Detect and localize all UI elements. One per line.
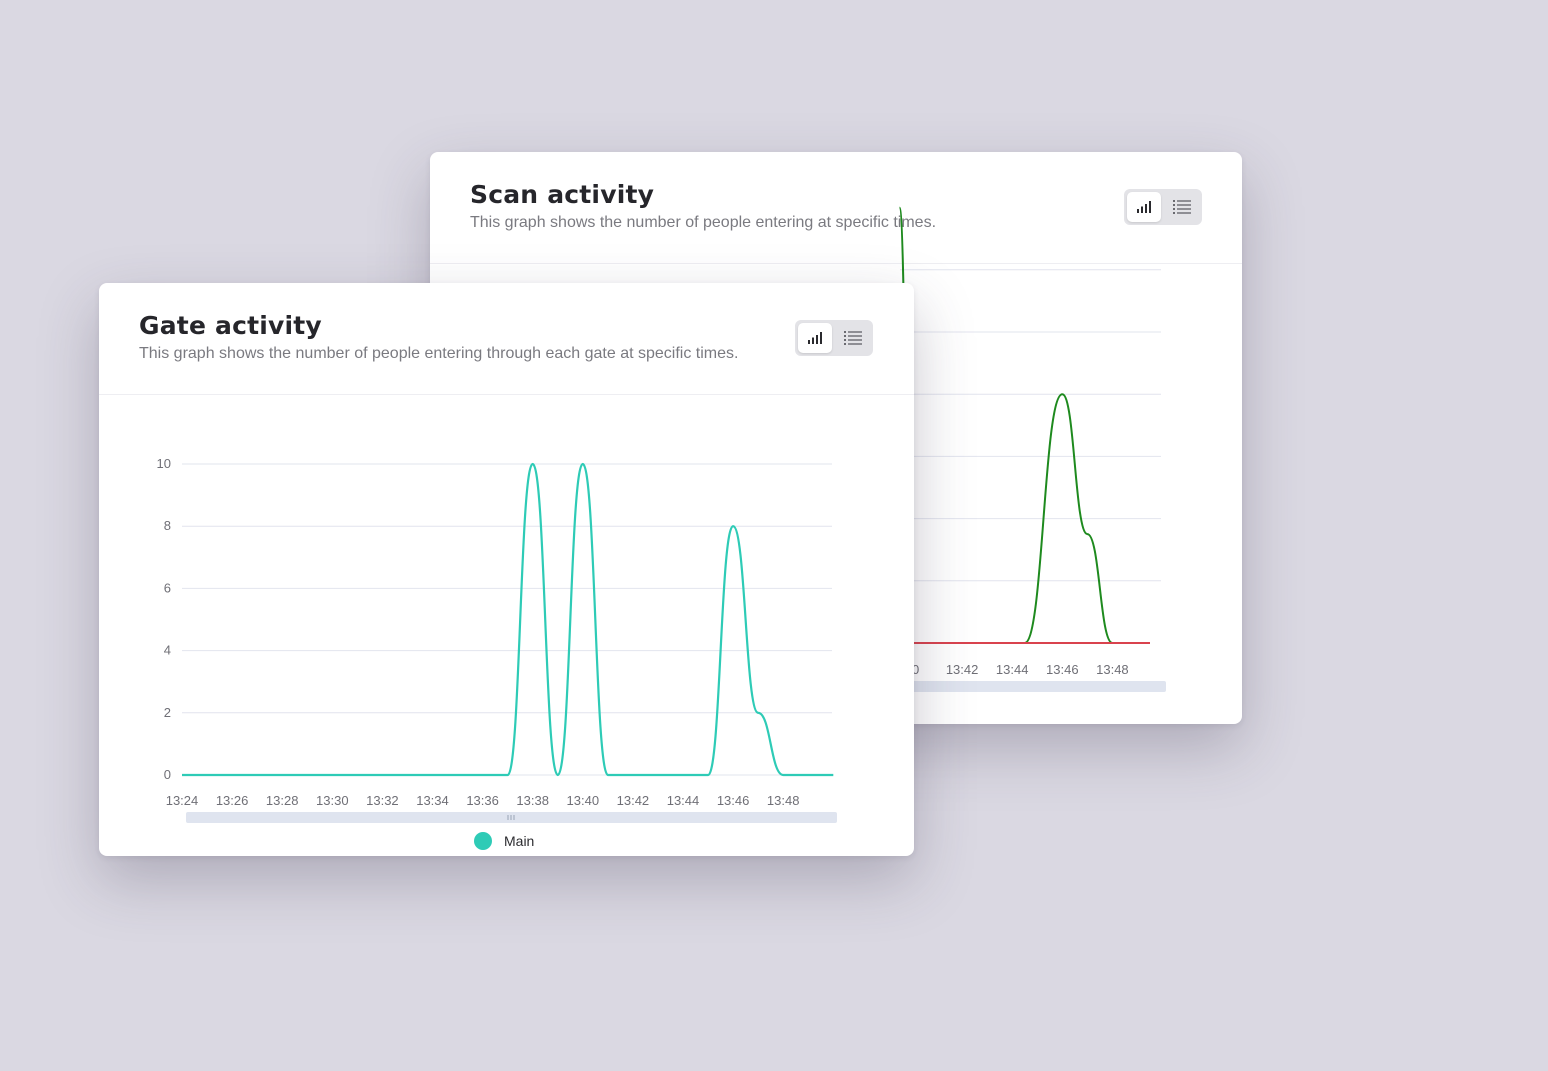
scan-chart-view-button[interactable] — [1127, 192, 1161, 222]
x-tick-label: 13:38 — [516, 793, 549, 808]
x-tick-label: 13:48 — [767, 793, 800, 808]
y-tick-label: 0 — [164, 767, 171, 782]
series-line-0 — [898, 206, 1138, 644]
x-tick-label: 13:46 — [717, 793, 750, 808]
y-tick-label: 2 — [164, 705, 171, 720]
gate-view-toggle — [795, 320, 873, 356]
gate-card-title: Gate activity — [139, 311, 322, 340]
gate-activity-card: Gate activity This graph shows the numbe… — [99, 283, 914, 856]
x-tick-label: 13:44 — [996, 662, 1029, 677]
x-tick-label: 13:28 — [266, 793, 299, 808]
x-tick-label: 13:34 — [416, 793, 449, 808]
y-tick-label: 10 — [157, 456, 171, 471]
scan-card-title: Scan activity — [470, 180, 655, 209]
legend-swatch — [474, 832, 492, 850]
x-tick-label: 13:30 — [316, 793, 349, 808]
x-tick-label: 13:42 — [617, 793, 650, 808]
gate-chart-view-button[interactable] — [798, 323, 832, 353]
y-tick-label: 4 — [164, 643, 171, 658]
scan-view-toggle — [1124, 189, 1202, 225]
legend-item-main[interactable]: Main — [474, 832, 534, 850]
x-tick-label: 13:40 — [567, 793, 600, 808]
x-tick-label: 13:32 — [366, 793, 399, 808]
y-tick-label: 8 — [164, 518, 171, 533]
bar-chart-icon — [808, 332, 822, 344]
y-tick-label: 6 — [164, 580, 171, 595]
zoom-slider-track — [900, 681, 1166, 692]
list-icon — [1173, 200, 1191, 214]
scan-list-view-button[interactable] — [1165, 192, 1199, 222]
x-tick-label: 13:44 — [667, 793, 700, 808]
gate-card-subtitle: This graph shows the number of people en… — [139, 345, 739, 362]
scan-card-divider — [430, 263, 1242, 264]
x-tick-label: 13:46 — [1046, 662, 1079, 677]
gate-card-divider — [99, 394, 914, 395]
scan-card-subtitle: This graph shows the number of people en… — [470, 214, 937, 231]
gate-activity-chart: 0 2 4 6 8 10 13:24 13:26 13:28 13:30 13:32 13:34 13:… — [157, 456, 837, 823]
series-line-main — [181, 462, 834, 777]
x-tick-label: 13:42 — [946, 662, 979, 677]
x-tick-label: 13:48 — [1096, 662, 1129, 677]
x-tick-label: 13:26 — [216, 793, 249, 808]
legend-label: Main — [504, 833, 535, 849]
gate-list-view-button[interactable] — [836, 323, 870, 353]
bar-chart-icon — [1137, 201, 1151, 213]
x-tick-label: 13:24 — [166, 793, 199, 808]
x-tick-label: 13:36 — [466, 793, 499, 808]
list-icon — [844, 331, 862, 345]
